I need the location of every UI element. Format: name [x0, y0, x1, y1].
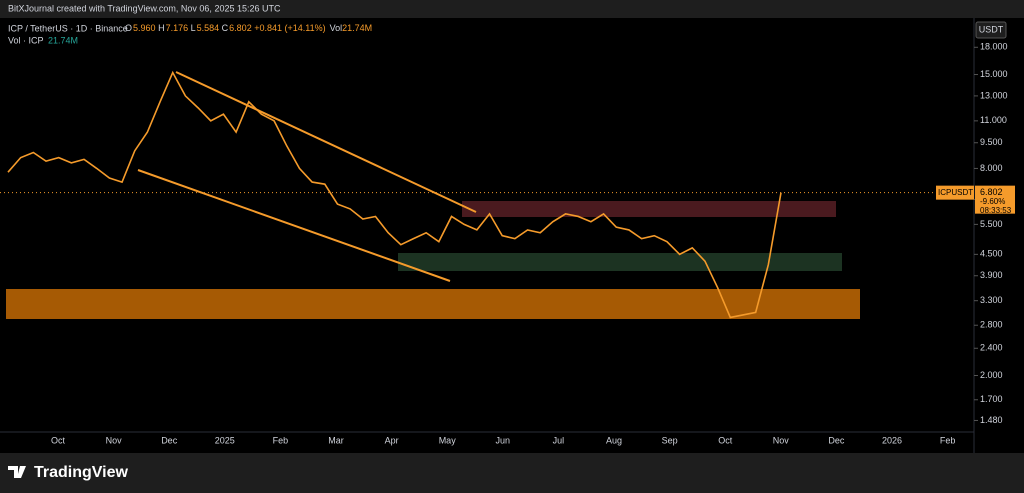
x-tick-label: Dec: [828, 435, 845, 445]
x-tick-label: Aug: [606, 435, 622, 445]
x-tick-label: Nov: [106, 435, 123, 445]
x-tick-label: Dec: [161, 435, 178, 445]
resistance-zone: [462, 201, 836, 217]
x-tick-label: Mar: [328, 435, 344, 445]
y-tick-label: 3.300: [980, 295, 1003, 305]
legend-item: 7.176: [166, 23, 189, 33]
badge-change: -9.60%: [980, 197, 1005, 206]
brand-logo: [8, 466, 26, 478]
x-tick-label: Jun: [496, 435, 511, 445]
legend-item: Vol: [330, 23, 343, 33]
x-tick-label: Feb: [940, 435, 956, 445]
volume-title: Vol · ICP: [8, 35, 44, 45]
brand: TradingView: [34, 464, 129, 481]
y-tick-label: 8.000: [980, 163, 1003, 173]
y-tick-label: 4.500: [980, 249, 1003, 259]
legend-item: H: [158, 23, 165, 33]
badge-countdown: 08:33:53: [980, 206, 1012, 215]
support-zone: [398, 253, 842, 271]
channel-line: [175, 71, 477, 213]
x-tick-label: May: [439, 435, 457, 445]
legend-item: 6.802: [229, 23, 252, 33]
y-tick-label: 2.000: [980, 370, 1003, 380]
x-tick-label: Apr: [385, 435, 399, 445]
y-tick-label: 2.800: [980, 320, 1003, 330]
legend-item: 21.74M: [342, 23, 372, 33]
symbol-title: ICP / TetherUS · 1D · Binance: [8, 23, 128, 33]
y-tick-label: 18.000: [980, 42, 1008, 52]
y-tick-label: 9.500: [980, 137, 1003, 147]
ohlc-legend: O5.960 H7.176 L5.584 C6.802 +0.841 (+14.…: [125, 23, 372, 33]
plot: [0, 70, 974, 319]
y-tick-label: 13.000: [980, 90, 1008, 100]
y-tick-label: 1.480: [980, 415, 1003, 425]
price-line: [7, 70, 782, 319]
demand-zone: [6, 289, 860, 319]
channel-line: [137, 169, 451, 282]
top-strip: [0, 0, 1024, 18]
legend-item: 5.960: [133, 23, 156, 33]
legend-item: +0.841 (+14.11%): [254, 23, 325, 33]
x-tick-label: Jul: [553, 435, 565, 445]
y-tick-label: 3.900: [980, 270, 1003, 280]
volume-value: 21.74M: [48, 35, 78, 45]
legend-item: 5.584: [197, 23, 220, 33]
badge-price: 6.802: [980, 187, 1003, 197]
legend-item: C: [222, 23, 229, 33]
y-tick-label: 1.700: [980, 394, 1003, 404]
x-tick-label: Oct: [51, 435, 66, 445]
y-tick-label: 2.400: [980, 343, 1003, 353]
y-tick-label: 5.500: [980, 219, 1003, 229]
x-tick-label: Oct: [718, 435, 733, 445]
x-tick-label: 2026: [882, 435, 902, 445]
price-badge: [936, 185, 974, 200]
legend-item: L: [191, 23, 196, 33]
watermark: BitXJournal created with TradingView.com…: [8, 3, 281, 13]
y-tick-label: 11.000: [980, 115, 1007, 125]
currency-box[interactable]: [975, 21, 1007, 39]
x-tick-label: Feb: [273, 435, 289, 445]
price-badge: [975, 185, 1015, 214]
y-tick-label: 15.000: [980, 69, 1008, 79]
currency[interactable]: USDT: [979, 24, 1004, 34]
legend-item: O: [125, 23, 132, 33]
x-tick-label: Sep: [662, 435, 678, 445]
bottom-strip: [0, 453, 1024, 493]
badge-ticker: ICPUSDT: [938, 188, 973, 197]
x-tick-label: Nov: [773, 435, 790, 445]
x-tick-label: 2025: [215, 435, 235, 445]
